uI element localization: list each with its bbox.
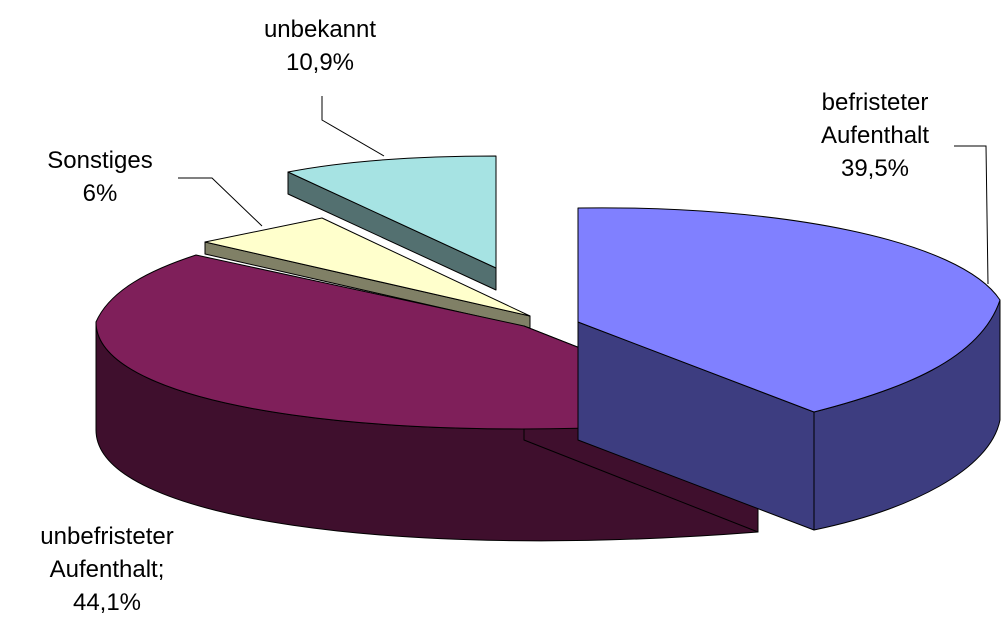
slice-befristet-top	[577, 207, 1001, 413]
leader-line-sonstiges	[178, 177, 263, 227]
label-unbefristeter-aufenthalt: unbefristeter Aufenthalt; 44,1%	[2, 520, 212, 619]
leader-line-unbekannt	[321, 96, 385, 157]
label-line: Aufenthalt;	[49, 556, 165, 583]
label-line: Aufenthalt	[820, 122, 930, 149]
leader-line-befristet	[954, 145, 989, 285]
value-label: 10,9%	[285, 49, 355, 76]
label-unbekannt: unbekannt 10,9%	[240, 13, 400, 79]
label-sonstiges: Sonstiges 6%	[25, 144, 175, 210]
label-line: befristeter	[821, 89, 929, 116]
label-line: unbekannt	[263, 16, 377, 43]
label-befristeter-aufenthalt: befristeter Aufenthalt 39,5%	[790, 86, 960, 185]
slice-sonstiges-top	[204, 217, 531, 317]
pie-slices	[95, 155, 1001, 542]
value-label: 44,1%	[72, 589, 142, 616]
label-line: unbefristeter	[40, 523, 174, 550]
label-line: Sonstiges	[47, 147, 153, 174]
value-label: 6%	[82, 180, 118, 207]
slice-unbekannt-top	[287, 155, 497, 269]
leader-lines	[178, 96, 989, 285]
value-label: 39,5%	[840, 155, 910, 182]
